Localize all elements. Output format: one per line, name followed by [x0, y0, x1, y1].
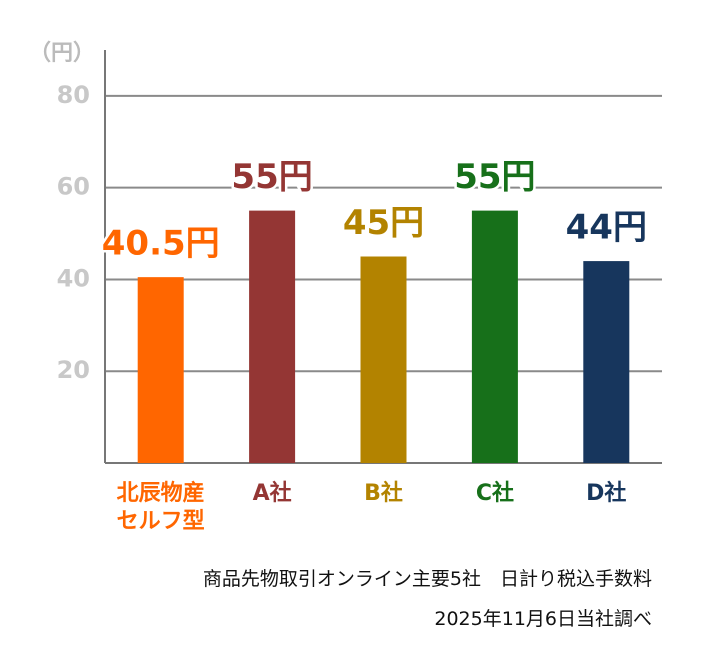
x-tick-label: D社 — [586, 481, 627, 506]
bar — [249, 210, 296, 463]
y-tick-label: 60 — [57, 173, 90, 201]
x-tick-label: A社 — [252, 481, 292, 506]
bar — [583, 261, 630, 463]
bar — [360, 256, 407, 463]
value-label: 55円 — [231, 157, 312, 197]
y-tick-label: 20 — [57, 356, 90, 384]
x-tick-label: B社 — [364, 481, 403, 506]
y-tick-label: 40 — [57, 264, 90, 292]
note: 商品先物取引オンライン主要5社 日計り税込手数料 — [202, 568, 652, 590]
x-tick-label: 北辰物産セルフ型 — [116, 481, 205, 534]
y-axis-label: （円） — [29, 41, 95, 66]
bar — [137, 277, 184, 463]
bar — [471, 210, 518, 463]
value-label: 44円 — [566, 208, 647, 248]
note: 2025年11月6日当社調べ — [434, 608, 652, 630]
x-tick-label: C社 — [475, 481, 514, 506]
value-label: 40.5円 — [102, 224, 220, 264]
value-label: 55円 — [454, 157, 535, 197]
value-label: 45円 — [343, 203, 424, 243]
y-tick-label: 80 — [57, 81, 90, 109]
